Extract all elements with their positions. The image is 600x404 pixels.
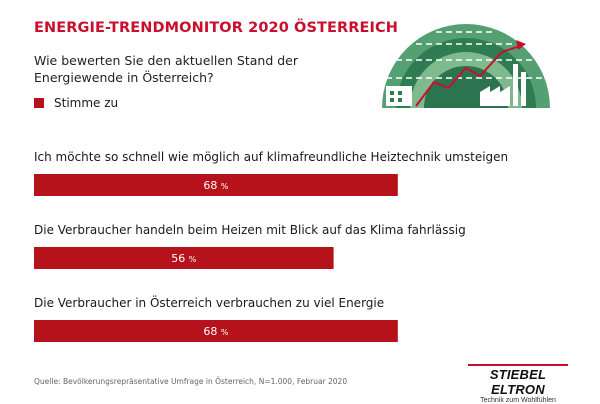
source-note: Quelle: Bevölkerungsrepräsentative Umfra… xyxy=(34,377,348,386)
logo-tagline: Technik zum Wohlfühlen xyxy=(480,397,556,404)
legend-swatch xyxy=(34,98,44,108)
company-logo: STIEBEL ELTRON Technik zum Wohlfühlen xyxy=(468,364,568,404)
logo-wordmark: STIEBEL ELTRON xyxy=(468,364,568,397)
bar-2 xyxy=(34,247,334,269)
statement-label-1: Ich möchte so schnell wie möglich auf kl… xyxy=(34,150,508,164)
bar-value-label-2: 56 % xyxy=(171,252,197,265)
bar-1 xyxy=(34,174,398,196)
page-title: ENERGIE-TRENDMONITOR 2020 ÖSTERREICH xyxy=(34,20,399,36)
statement-label-2: Die Verbraucher handeln beim Heizen mit … xyxy=(34,223,466,237)
energy-transition-illustration-icon xyxy=(382,24,550,108)
bar-3 xyxy=(34,320,398,342)
bar-value-label-3: 68 % xyxy=(203,325,229,338)
survey-question: Wie bewerten Sie den aktuellen Stand der… xyxy=(34,53,299,85)
legend: Stimme zu xyxy=(34,96,118,110)
bar-value-label-1: 68 % xyxy=(203,179,229,192)
statement-label-3: Die Verbraucher in Österreich verbrauche… xyxy=(34,294,384,310)
legend-label: Stimme zu xyxy=(54,96,119,110)
